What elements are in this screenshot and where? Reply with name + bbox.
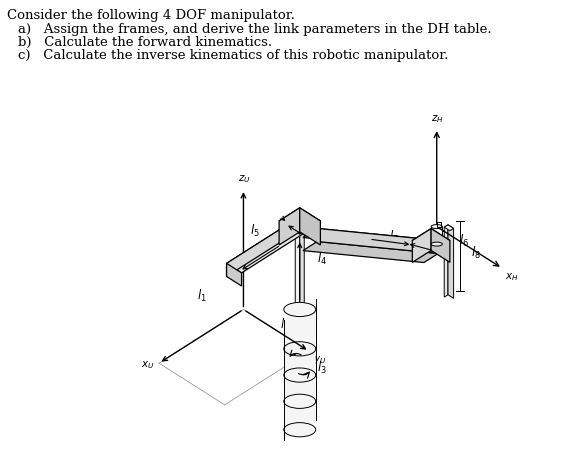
Text: $x_H$: $x_H$ bbox=[505, 271, 519, 283]
Text: $x_U$: $x_U$ bbox=[141, 359, 154, 371]
Text: $l_3$: $l_3$ bbox=[316, 360, 326, 376]
Ellipse shape bbox=[284, 302, 316, 317]
Text: c)   Calculate the inverse kinematics of this robotic manipulator.: c) Calculate the inverse kinematics of t… bbox=[18, 49, 449, 62]
Text: $l_6$: $l_6$ bbox=[459, 233, 469, 249]
Text: $y_U$: $y_U$ bbox=[313, 354, 326, 366]
Text: $l_4$: $l_4$ bbox=[316, 251, 326, 267]
Polygon shape bbox=[444, 225, 454, 231]
Text: $l_1$: $l_1$ bbox=[197, 288, 207, 304]
Text: $z_H$: $z_H$ bbox=[431, 114, 444, 125]
Polygon shape bbox=[227, 264, 241, 286]
Polygon shape bbox=[300, 230, 304, 309]
Polygon shape bbox=[227, 216, 316, 273]
Text: $l_7$: $l_7$ bbox=[389, 229, 398, 245]
Polygon shape bbox=[413, 229, 450, 252]
Polygon shape bbox=[227, 216, 302, 277]
Polygon shape bbox=[413, 229, 431, 262]
Polygon shape bbox=[279, 208, 321, 234]
Text: $l_8$: $l_8$ bbox=[472, 245, 481, 261]
Ellipse shape bbox=[431, 224, 442, 229]
Text: Consider the following 4 DOF manipulator.: Consider the following 4 DOF manipulator… bbox=[7, 9, 295, 22]
Polygon shape bbox=[444, 225, 448, 297]
Text: $l_5$: $l_5$ bbox=[250, 223, 260, 239]
Ellipse shape bbox=[284, 423, 316, 437]
Polygon shape bbox=[300, 208, 321, 245]
Polygon shape bbox=[317, 229, 438, 253]
Ellipse shape bbox=[431, 242, 442, 246]
Text: b)   Calculate the forward kinematics.: b) Calculate the forward kinematics. bbox=[18, 36, 272, 49]
Text: a)   Assign the frames, and derive the link parameters in the DH table.: a) Assign the frames, and derive the lin… bbox=[18, 23, 492, 36]
Polygon shape bbox=[303, 229, 438, 249]
Polygon shape bbox=[279, 208, 300, 245]
Polygon shape bbox=[295, 230, 300, 309]
Polygon shape bbox=[284, 299, 316, 440]
Text: $l_2$: $l_2$ bbox=[280, 317, 289, 333]
Polygon shape bbox=[431, 229, 450, 262]
Text: $z_U$: $z_U$ bbox=[238, 173, 251, 185]
Polygon shape bbox=[303, 242, 438, 263]
Polygon shape bbox=[448, 225, 454, 298]
